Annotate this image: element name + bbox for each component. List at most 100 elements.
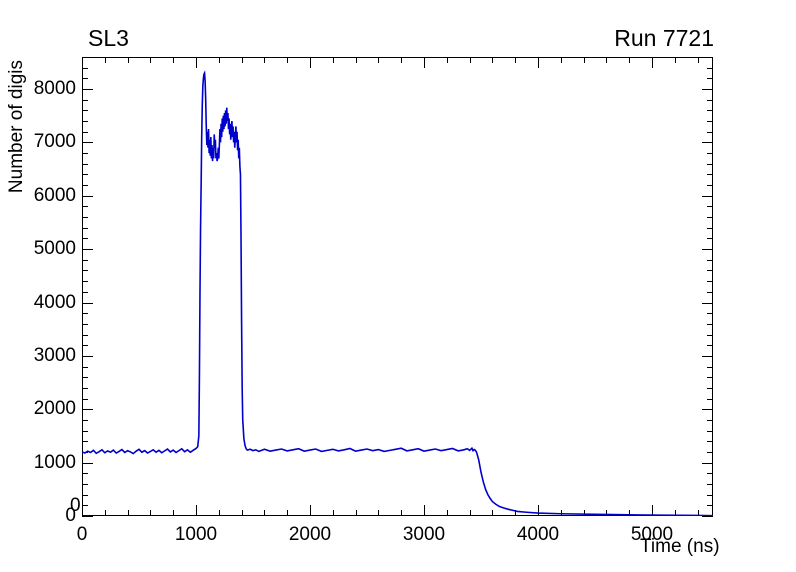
axis-tick (674, 57, 676, 63)
axis-tick (702, 142, 713, 144)
axis-tick (707, 174, 713, 176)
axis-tick (82, 99, 88, 101)
axis-tick (424, 505, 425, 516)
axis-tick (82, 259, 88, 261)
axis-tick (82, 516, 93, 517)
axis-tick (707, 99, 713, 101)
axis-tick (218, 57, 220, 63)
axis-tick (82, 505, 83, 516)
axis-tick (241, 57, 243, 63)
y-tick-label: 2000 (33, 398, 76, 420)
axis-tick (707, 430, 713, 432)
x-tick-label-origin: 0 (76, 524, 88, 545)
axis-tick (82, 270, 88, 272)
axis-tick (82, 345, 88, 347)
axis-tick (629, 57, 631, 63)
plot-frame (82, 57, 713, 516)
y-tick-label: 3000 (33, 344, 76, 366)
axis-tick (702, 409, 713, 411)
axis-tick (707, 110, 713, 112)
axis-tick (702, 195, 713, 197)
axis-tick (446, 57, 448, 63)
plot-title-left: SL3 (88, 25, 129, 51)
axis-tick (697, 510, 699, 516)
axis-tick (538, 57, 539, 68)
axis-tick (82, 163, 88, 165)
axis-tick (707, 78, 713, 80)
axis-tick (707, 281, 713, 283)
axis-tick (82, 57, 88, 58)
axis-tick (702, 462, 713, 464)
origin-label: 0 (70, 495, 81, 516)
axis-tick (82, 89, 93, 91)
axis-tick (560, 57, 562, 63)
axis-tick (127, 57, 129, 63)
x-tick-label: 4000 (516, 524, 560, 545)
axis-tick (707, 494, 713, 496)
axis-tick (82, 419, 88, 421)
axis-tick (707, 398, 713, 400)
axis-tick (707, 67, 713, 69)
axis-tick (82, 323, 88, 325)
axis-tick (515, 510, 517, 516)
axis-tick (538, 505, 539, 516)
axis-tick (196, 57, 197, 68)
digis-series-line (82, 70, 713, 516)
axis-tick (82, 430, 88, 432)
axis-tick (702, 89, 713, 91)
axis-tick (82, 473, 88, 475)
y-tick-label: 6000 (33, 184, 76, 206)
axis-tick (82, 217, 88, 219)
axis-tick (82, 227, 88, 229)
axis-tick (583, 510, 585, 516)
axis-tick (82, 398, 88, 400)
axis-tick (583, 57, 585, 63)
axis-tick (173, 57, 175, 63)
axis-tick (707, 345, 713, 347)
axis-tick (82, 131, 88, 133)
axis-tick (196, 505, 197, 516)
axis-tick (707, 153, 713, 155)
axis-tick (702, 249, 713, 251)
axis-tick (707, 323, 713, 325)
axis-tick (424, 57, 425, 68)
axis-tick (707, 377, 713, 379)
y-tick-label: 1000 (33, 451, 76, 473)
axis-tick (707, 270, 713, 272)
axis-tick (82, 377, 88, 379)
axis-tick (492, 510, 494, 516)
axis-tick (707, 259, 713, 261)
axis-tick (82, 174, 88, 176)
axis-tick (310, 505, 311, 516)
axis-tick (264, 57, 266, 63)
axis-tick (82, 302, 93, 304)
axis-tick (82, 462, 93, 464)
x-tick-label: 2000 (288, 524, 332, 545)
axis-tick (707, 313, 713, 315)
axis-tick (702, 355, 713, 357)
axis-tick (707, 451, 713, 453)
axis-tick (469, 57, 471, 63)
axis-tick (707, 366, 713, 368)
axis-tick (104, 510, 106, 516)
x-tick-label: 5000 (630, 524, 674, 545)
axis-tick (674, 510, 676, 516)
axis-tick (707, 419, 713, 421)
axis-tick (82, 142, 93, 144)
axis-tick (287, 510, 289, 516)
axis-tick (310, 57, 311, 68)
axis-tick (82, 441, 88, 443)
x-axis-title: Time (ns) (640, 536, 720, 557)
axis-tick (332, 57, 334, 63)
axis-tick (82, 483, 88, 485)
histogram-curve (82, 70, 713, 516)
axis-tick (82, 387, 88, 389)
axis-tick (82, 110, 88, 112)
axis-tick (378, 510, 380, 516)
axis-tick (82, 366, 88, 368)
axis-tick (332, 510, 334, 516)
axis-tick (446, 510, 448, 516)
axis-tick (401, 57, 403, 63)
axis-tick (218, 510, 220, 516)
axis-tick (287, 57, 289, 63)
